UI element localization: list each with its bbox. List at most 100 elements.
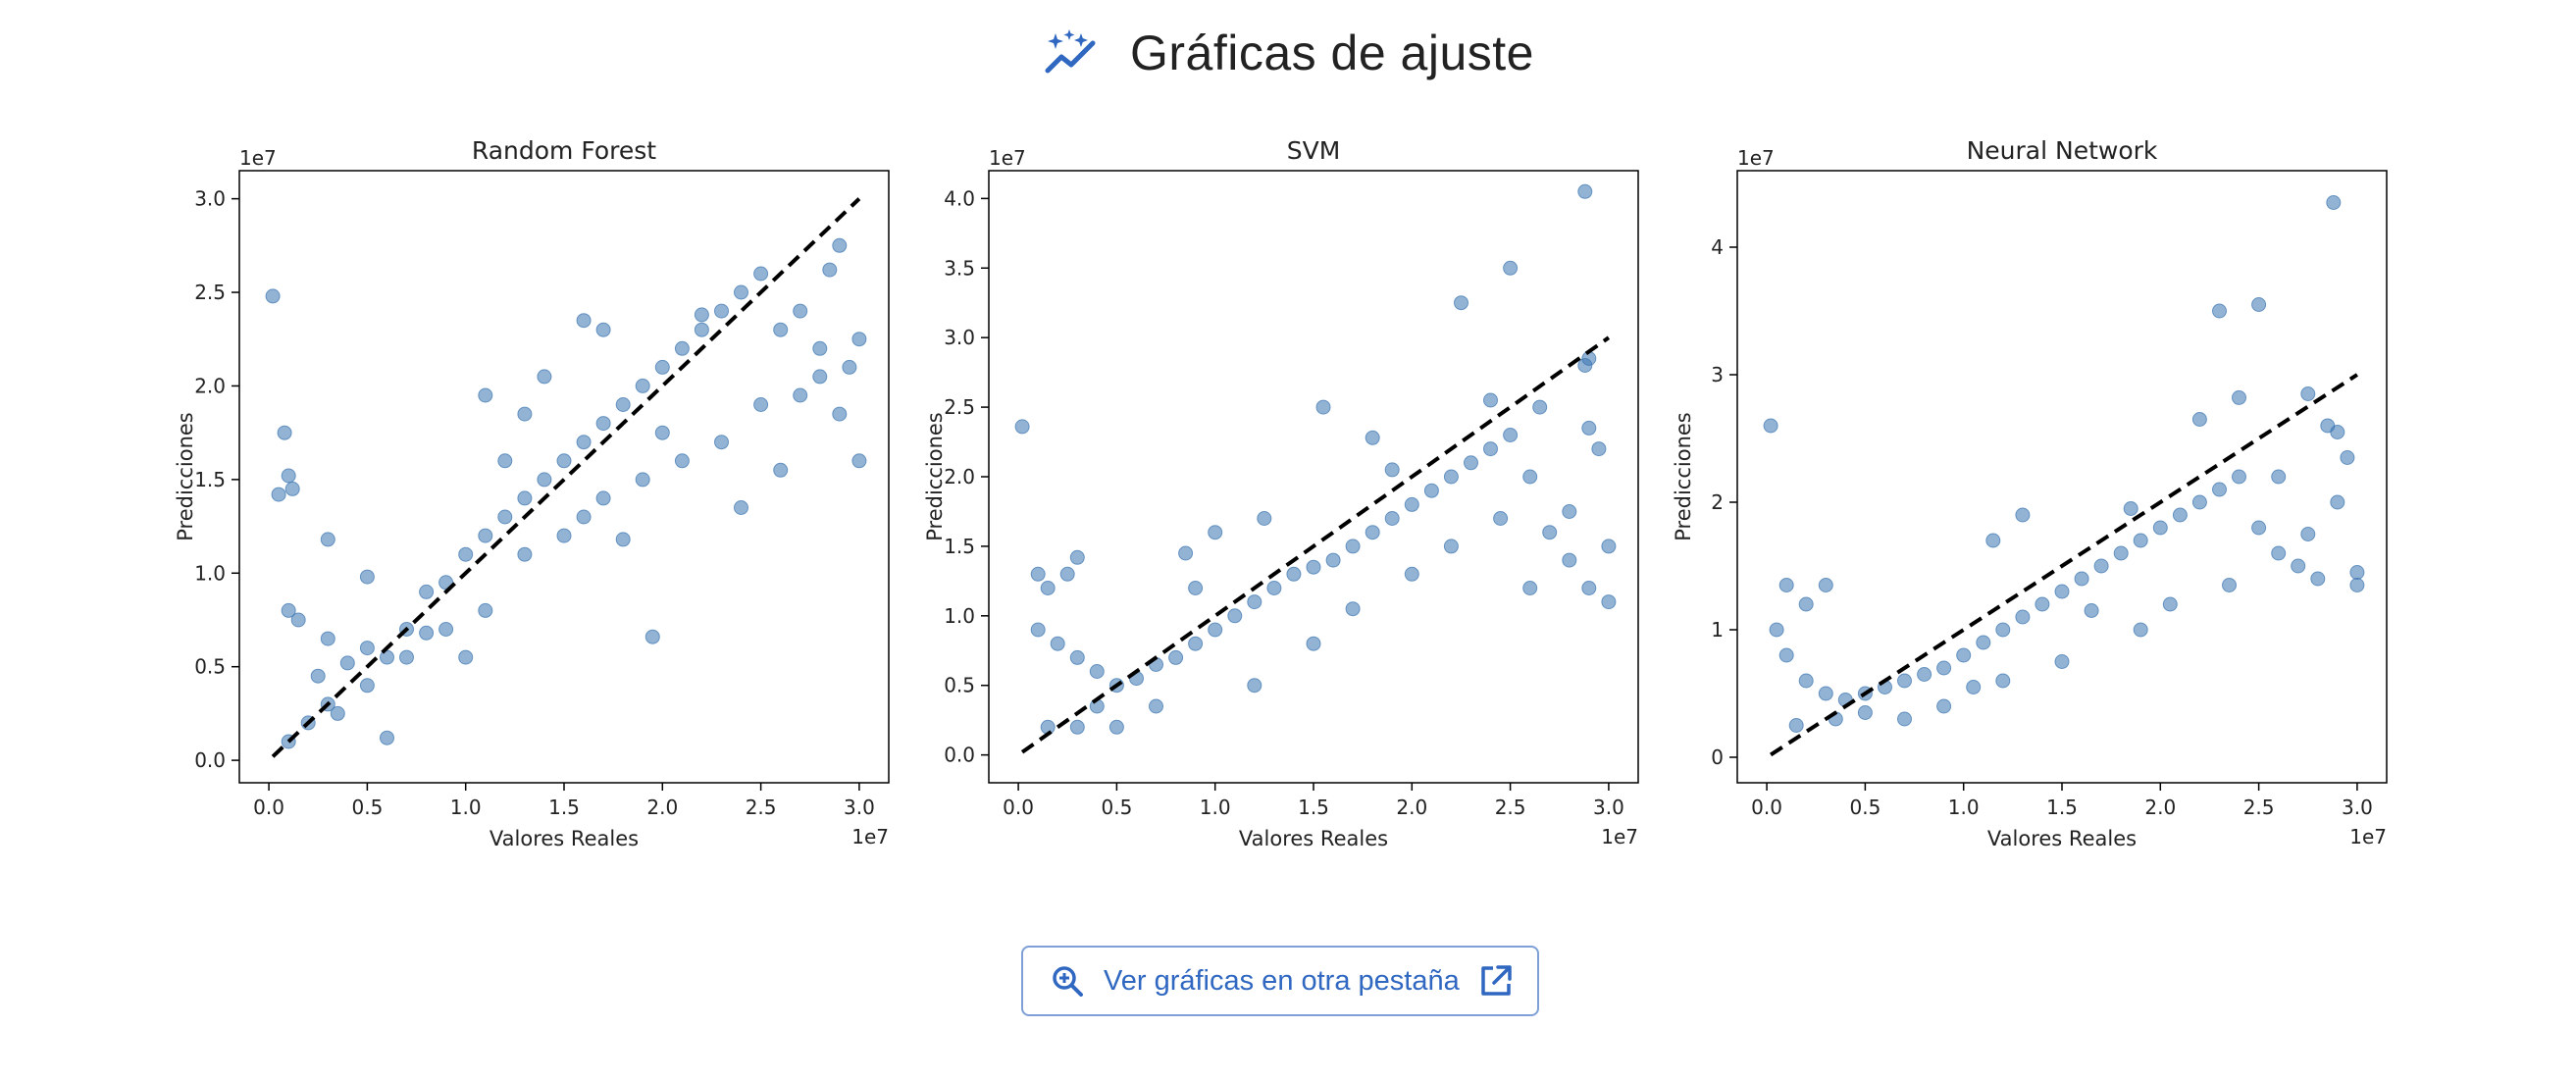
- data-point: [310, 668, 326, 684]
- data-point: [2015, 609, 2031, 625]
- data-point: [2015, 507, 2031, 523]
- y-tick-label: 3.0: [194, 187, 226, 211]
- data-point: [2310, 571, 2326, 587]
- data-point: [2191, 412, 2207, 427]
- data-point: [2212, 303, 2227, 319]
- data-point: [635, 472, 650, 488]
- data-point: [576, 509, 592, 525]
- data-point: [812, 340, 828, 356]
- data-point: [694, 307, 709, 323]
- data-point: [615, 397, 631, 412]
- y-axis-label: Predicciones: [1672, 412, 1695, 541]
- data-point: [1069, 549, 1085, 565]
- y-tick-label: 3: [1711, 363, 1724, 386]
- data-point: [1522, 581, 1538, 595]
- y-tick-label: 0: [1711, 745, 1724, 769]
- data-point: [281, 602, 296, 618]
- chart-title: Random Forest: [472, 136, 656, 165]
- data-point: [399, 649, 414, 665]
- data-point: [359, 678, 375, 694]
- x-tick-label: 3.0: [2342, 796, 2373, 819]
- data-point: [1562, 504, 1577, 519]
- external-link-icon: [1480, 965, 1512, 996]
- data-point: [1581, 581, 1597, 595]
- data-point: [478, 602, 493, 618]
- data-point: [517, 546, 533, 562]
- data-point: [595, 490, 611, 506]
- x-tick-label: 1.0: [1948, 796, 1980, 819]
- page-title: Gráficas de ajuste: [1130, 26, 1534, 80]
- data-point: [595, 322, 611, 337]
- x-tick-label: 2.0: [2144, 796, 2176, 819]
- data-point: [281, 468, 296, 484]
- data-point: [1247, 594, 1262, 610]
- data-point: [2349, 578, 2365, 592]
- data-point: [2340, 450, 2355, 465]
- data-point: [1365, 430, 1380, 445]
- x-offset-label: 1e7: [851, 825, 889, 848]
- open-charts-new-tab-button[interactable]: Ver gráficas en otra pestaña: [1021, 946, 1539, 1016]
- data-point: [753, 397, 769, 412]
- data-point: [2093, 558, 2109, 574]
- data-point: [556, 453, 572, 469]
- data-point: [1581, 420, 1597, 436]
- data-point: [2271, 545, 2287, 561]
- reference-line: [1770, 373, 2358, 757]
- data-point: [1464, 455, 1478, 471]
- data-point: [497, 509, 513, 525]
- x-tick-label: 0.0: [253, 796, 284, 819]
- data-point: [1443, 469, 1459, 485]
- data-point: [851, 332, 867, 347]
- data-point: [1778, 578, 1794, 592]
- data-point: [2133, 622, 2148, 638]
- y-tick-label: 3.5: [944, 256, 975, 280]
- data-point: [1577, 358, 1593, 373]
- data-point: [1188, 636, 1204, 651]
- data-point: [793, 387, 808, 403]
- data-point: [2222, 578, 2237, 592]
- data-point: [1266, 581, 1282, 595]
- data-point: [1897, 673, 1912, 689]
- data-point: [1443, 539, 1459, 554]
- reference-line: [1020, 335, 1611, 754]
- data-point: [1423, 483, 1439, 498]
- x-axis-label: Valores Reales: [489, 827, 639, 850]
- x-tick-label: 1.5: [548, 796, 580, 819]
- data-point: [1936, 698, 1952, 714]
- data-point: [595, 416, 611, 432]
- x-tick-label: 3.0: [844, 796, 875, 819]
- data-point: [478, 528, 493, 543]
- data-point: [694, 322, 709, 337]
- data-point: [1591, 441, 1607, 457]
- data-point: [419, 584, 435, 599]
- data-point: [2054, 654, 2070, 669]
- fit-charts: 0.0 0.5 1.0 1.5 2.0 2.5 3.0 0.0 0.5 1.0 1.5 2.0 2.5 3…: [174, 136, 2388, 850]
- data-point: [734, 284, 748, 300]
- data-point: [478, 387, 493, 403]
- data-point: [1149, 698, 1163, 714]
- x-tick-label: 1.5: [2046, 796, 2078, 819]
- data-point: [1562, 552, 1577, 568]
- x-offset-label: 1e7: [1601, 825, 1638, 848]
- data-point: [2113, 545, 2129, 561]
- data-point: [1778, 647, 1794, 663]
- data-point: [2084, 603, 2099, 618]
- data-point: [1976, 635, 1991, 650]
- data-point: [1818, 578, 1833, 592]
- y-tick-label: 0.0: [194, 748, 226, 772]
- x-tick-label: 0.0: [1003, 796, 1034, 819]
- data-point: [1966, 680, 1982, 694]
- y-axis-label: Predicciones: [174, 412, 197, 541]
- chart-0: 0.0 0.5 1.0 1.5 2.0 2.5 3.0 0.0 0.5 1.0 1.5 2.0 2.5 3…: [174, 136, 890, 850]
- data-point: [1108, 719, 1124, 735]
- data-point: [1404, 496, 1419, 512]
- data-point: [674, 340, 690, 356]
- data-point: [654, 425, 670, 440]
- data-point: [1483, 392, 1498, 408]
- data-point: [1178, 545, 1194, 561]
- data-point: [1040, 581, 1056, 595]
- data-point: [380, 730, 394, 745]
- reference-line: [271, 197, 861, 758]
- data-point: [1995, 622, 2011, 638]
- data-point: [497, 453, 513, 469]
